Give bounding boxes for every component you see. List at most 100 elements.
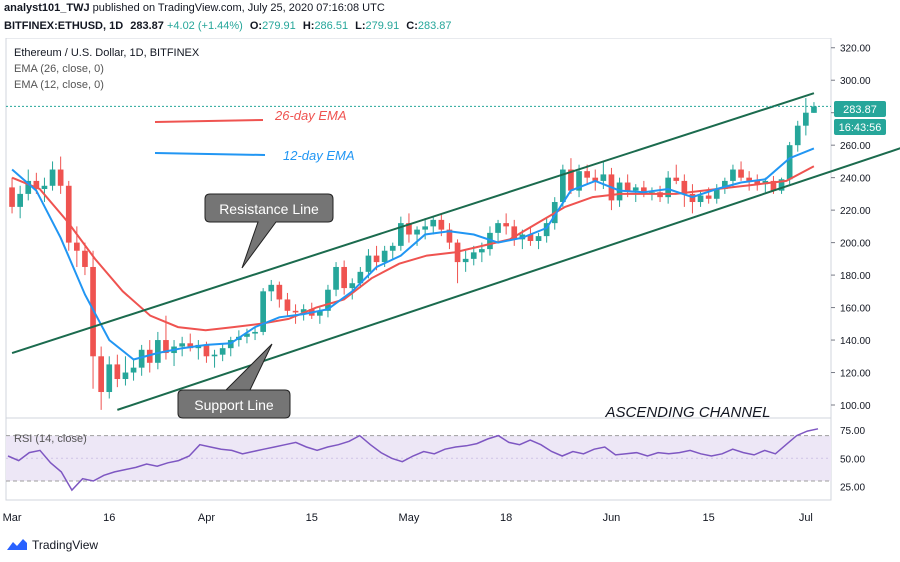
candle-body — [268, 284, 275, 292]
candle-body — [462, 258, 469, 263]
candle-body — [446, 229, 453, 243]
rsi-legend: RSI (14, close) — [14, 433, 87, 445]
candle-body — [373, 255, 380, 263]
candle — [527, 226, 534, 246]
candle-body — [811, 106, 817, 113]
candle — [389, 242, 396, 259]
candle-body — [341, 266, 347, 289]
candle — [90, 250, 96, 389]
candle-body — [33, 180, 40, 190]
rsi-tick-label: 75.00 — [840, 426, 865, 437]
candle — [738, 161, 744, 181]
open-value: 279.91 — [262, 20, 296, 32]
candle-body — [276, 284, 283, 300]
candle-body — [487, 232, 493, 250]
time-tick-label: 15 — [703, 512, 715, 524]
candle-body — [252, 331, 258, 334]
price-change: +4.02 (+1.44%) — [166, 20, 243, 32]
time-tick-label: 16 — [103, 512, 115, 524]
symbol-line: BITFINEX:ETHUSD, 1D 283.87 +4.02 (+1.44%… — [4, 20, 452, 32]
resistance-line — [11, 92, 815, 354]
candle — [398, 216, 404, 251]
time-tick-label: Apr — [198, 512, 215, 524]
price-tick-label: 320.00 — [840, 44, 871, 55]
candle-body — [292, 310, 299, 313]
candle — [470, 245, 477, 266]
resistance-callout: Resistance Line — [204, 193, 334, 269]
candle-body — [632, 187, 639, 191]
candle-body — [244, 333, 250, 337]
candle — [487, 226, 493, 256]
candle-body — [146, 349, 153, 363]
tradingview-logo-icon — [7, 539, 27, 550]
candle-body — [203, 344, 210, 357]
candle — [422, 218, 428, 240]
candle — [252, 327, 258, 341]
candle — [195, 340, 202, 360]
rsi-tick-label: 50.00 — [840, 454, 865, 465]
candle — [219, 343, 226, 362]
high-label: H: — [302, 20, 315, 32]
candle — [276, 281, 283, 308]
footer-brand[interactable]: TradingView — [6, 538, 98, 552]
price-tick-label: 120.00 — [840, 369, 871, 380]
candle-body — [187, 343, 194, 349]
legend-ema26: EMA (26, close, 0) — [14, 63, 104, 75]
candle — [495, 219, 501, 243]
candle-body — [470, 252, 477, 259]
candle-body — [389, 245, 396, 251]
ema26-annotation-line — [154, 119, 264, 123]
price-tick-label: 180.00 — [840, 271, 871, 282]
candle-body — [430, 219, 437, 227]
candle-body — [730, 169, 736, 181]
candle — [794, 120, 801, 152]
candle — [9, 177, 15, 214]
candle-body — [317, 310, 323, 316]
candle — [341, 260, 347, 295]
candle-body — [219, 348, 226, 355]
candle-body — [584, 171, 590, 178]
candle — [211, 349, 218, 368]
candle-body — [325, 289, 331, 311]
countdown-badge-text: 16:43:56 — [839, 122, 882, 134]
candle-body — [9, 187, 15, 207]
price-chart[interactable]: 25.00 50.00 75.00 100.00 120.00 140.00 160.00… — [0, 38, 900, 526]
candle-body — [74, 242, 80, 251]
candle — [616, 177, 623, 207]
candle-body — [414, 229, 420, 235]
candle — [171, 340, 177, 367]
ema12-annotation-line — [154, 152, 266, 156]
legend-ema12: EMA (12, close, 0) — [14, 79, 104, 91]
candle-body — [673, 177, 680, 181]
candle — [754, 174, 761, 191]
candle-body — [592, 177, 599, 181]
last-price-badge: 283.87 16:43:56 — [834, 101, 886, 135]
candle-body — [114, 364, 121, 380]
rsi-line — [7, 428, 819, 492]
candle-body — [406, 223, 412, 235]
candle-body — [576, 171, 582, 191]
candle-body — [722, 180, 728, 190]
candle — [349, 278, 356, 300]
candle-body — [438, 219, 445, 230]
candle-body — [130, 367, 137, 373]
candle — [179, 336, 185, 357]
candle — [786, 141, 793, 185]
candle — [584, 164, 590, 185]
candle-body — [41, 185, 48, 190]
candle-body — [527, 234, 534, 241]
ema26-annotation: 26-day EMA — [274, 108, 347, 123]
candle — [365, 249, 372, 279]
candle-body — [98, 356, 104, 393]
candle — [82, 242, 88, 276]
candle — [244, 328, 250, 344]
candle — [681, 174, 688, 207]
candles — [9, 98, 817, 410]
price-tick-label: 220.00 — [840, 206, 871, 217]
candle-body — [681, 180, 688, 194]
candle — [568, 158, 574, 194]
candle — [106, 356, 113, 399]
close-label: C: — [406, 20, 418, 32]
candle-body — [25, 180, 32, 194]
candle — [130, 359, 137, 381]
